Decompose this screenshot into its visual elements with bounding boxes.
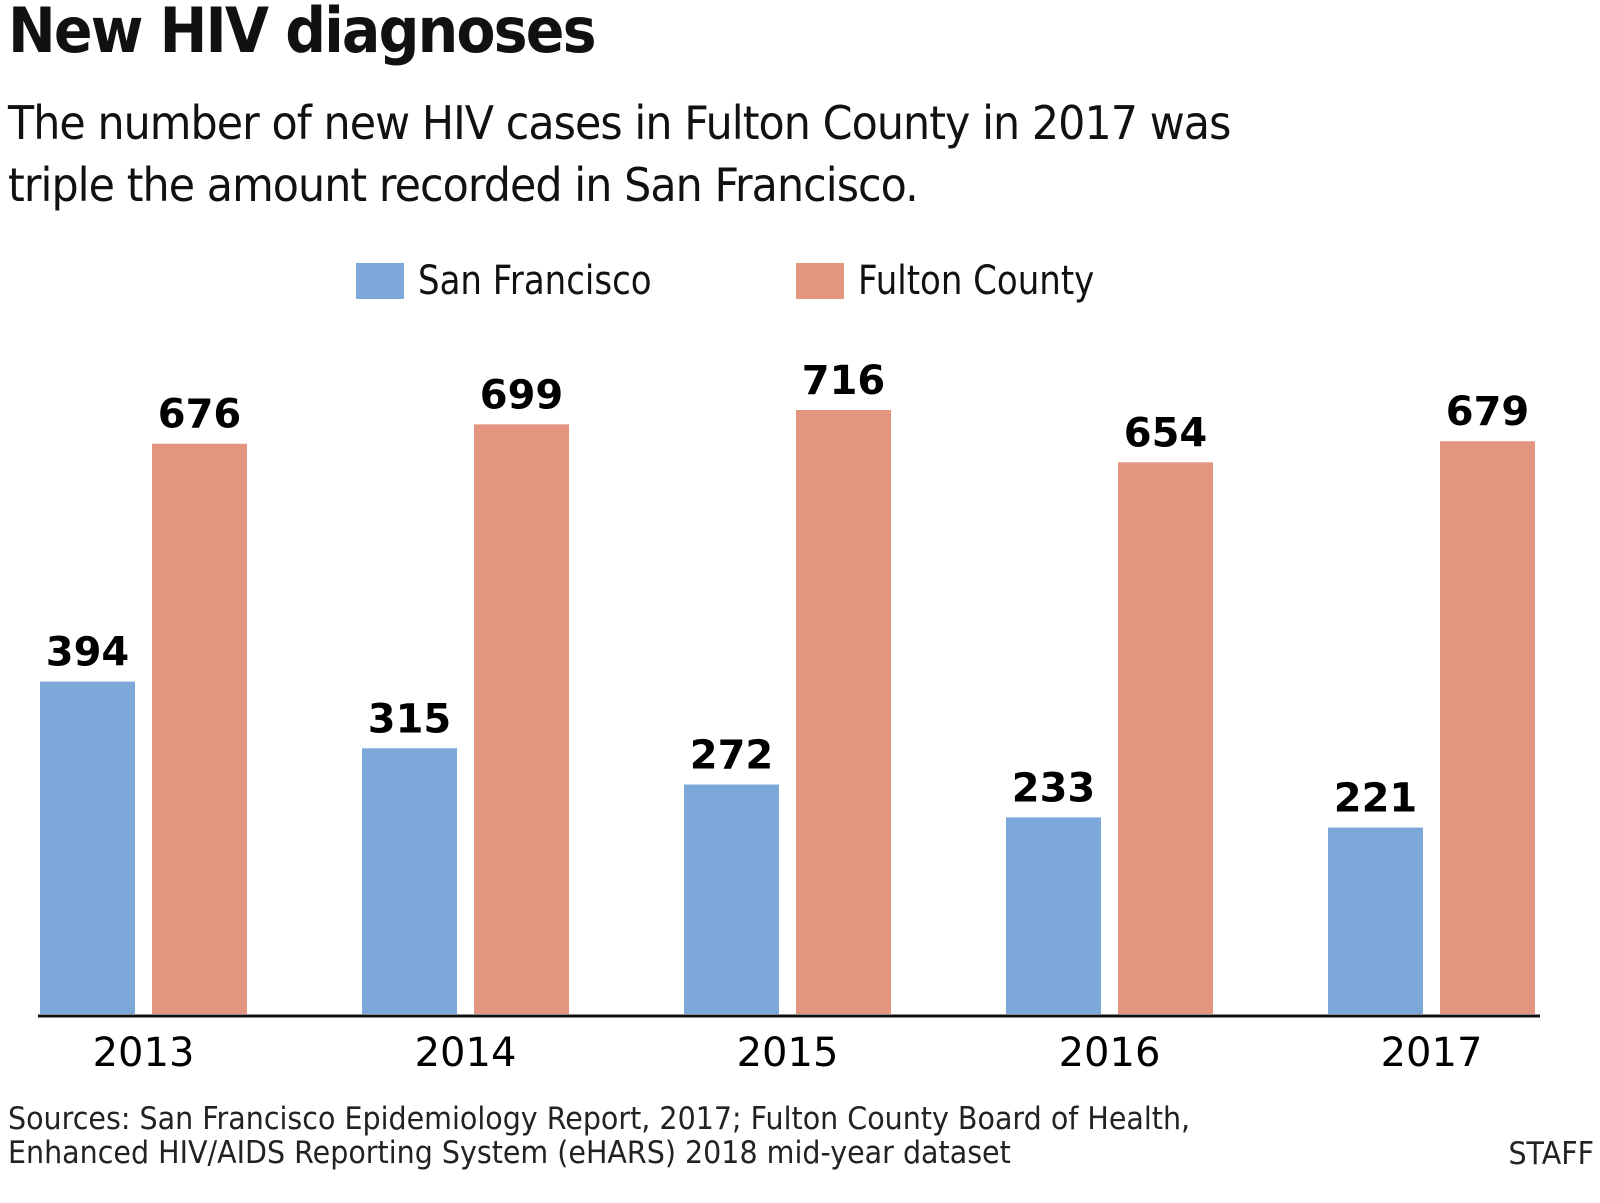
legend: San Francisco Fulton County bbox=[0, 258, 1600, 308]
data-label-fulton-county-2016: 654 bbox=[1124, 410, 1208, 456]
data-label-fulton-county-2014: 699 bbox=[480, 372, 564, 418]
data-label-fulton-county-2015: 716 bbox=[802, 358, 886, 404]
data-label-fulton-county-2017: 679 bbox=[1446, 389, 1530, 435]
legend-item-san-francisco: San Francisco bbox=[356, 258, 693, 304]
bar-san-francisco-2017 bbox=[1328, 827, 1423, 1014]
bar-chart: 394 676 2013 315 699 2014 272 716 2015 233 654 2016… bbox=[38, 358, 1540, 1076]
bar-fulton-county-2014 bbox=[474, 424, 569, 1014]
data-label-fulton-county-2013: 676 bbox=[158, 392, 242, 438]
legend-swatch-san-francisco bbox=[356, 263, 404, 299]
legend-label-san-francisco: San Francisco bbox=[418, 258, 652, 304]
bar-san-francisco-2013 bbox=[40, 681, 135, 1014]
bar-san-francisco-2016 bbox=[1006, 817, 1101, 1014]
credit: STAFF bbox=[1508, 1136, 1594, 1172]
legend-label-fulton-county: Fulton County bbox=[858, 258, 1095, 304]
data-label-san-francisco-2015: 272 bbox=[690, 733, 774, 779]
bar-fulton-county-2017 bbox=[1440, 441, 1535, 1014]
bar-san-francisco-2014 bbox=[362, 748, 457, 1014]
data-label-san-francisco-2016: 233 bbox=[1012, 765, 1096, 811]
bar-fulton-county-2015 bbox=[796, 410, 891, 1014]
source-note: Sources: San Francisco Epidemiology Repo… bbox=[8, 1101, 1191, 1171]
x-tick-label-2014: 2014 bbox=[415, 1030, 517, 1076]
bar-fulton-county-2013 bbox=[152, 443, 247, 1014]
x-tick-label-2015: 2015 bbox=[737, 1030, 839, 1076]
legend-swatch-fulton-county bbox=[796, 263, 844, 299]
data-label-san-francisco-2013: 394 bbox=[46, 630, 130, 676]
data-label-san-francisco-2017: 221 bbox=[1334, 776, 1418, 822]
bar-fulton-county-2016 bbox=[1118, 462, 1213, 1014]
bar-san-francisco-2015 bbox=[684, 784, 779, 1014]
x-tick-label-2013: 2013 bbox=[93, 1030, 195, 1076]
chart-subtitle: The number of new HIV cases in Fulton Co… bbox=[8, 96, 1231, 212]
data-label-san-francisco-2014: 315 bbox=[368, 696, 452, 742]
x-tick-label-2017: 2017 bbox=[1381, 1030, 1483, 1076]
chart-title: New HIV diagnoses bbox=[8, 0, 597, 67]
x-tick-label-2016: 2016 bbox=[1059, 1030, 1161, 1076]
legend-item-fulton-county: Fulton County bbox=[796, 258, 1136, 304]
